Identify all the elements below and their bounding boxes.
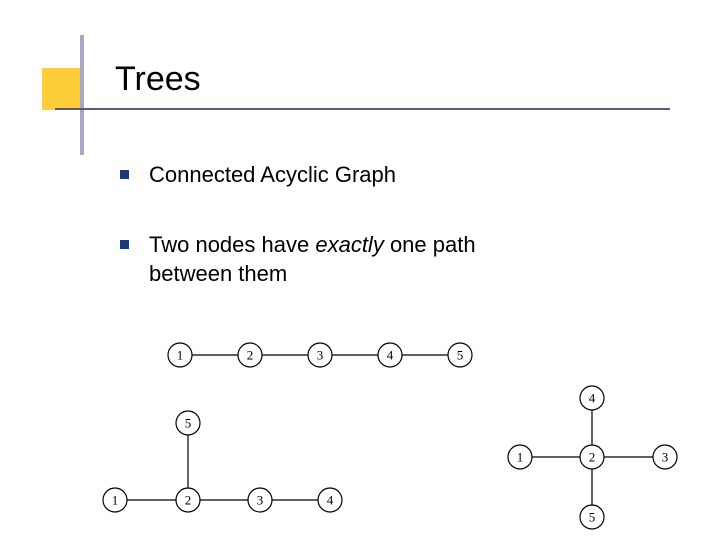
diagram-linear-path: 1 2 3 4 5	[160, 335, 480, 375]
svg-text:3: 3	[317, 348, 324, 363]
svg-text:3: 3	[257, 493, 264, 508]
svg-text:4: 4	[589, 391, 596, 406]
svg-text:4: 4	[387, 348, 394, 363]
diagram-star-left: 5 1 2 3 4	[80, 405, 360, 525]
accent-vertical-line	[80, 35, 84, 155]
bullet-list: Connected Acyclic Graph Two nodes have e…	[120, 160, 489, 329]
svg-text:1: 1	[112, 493, 119, 508]
svg-text:4: 4	[327, 493, 334, 508]
diagram-cross-right: 4 1 2 3 5	[495, 380, 690, 535]
svg-text:2: 2	[589, 450, 596, 465]
page-title: Trees	[115, 60, 201, 99]
bullet-text: Two nodes have exactly one path between …	[149, 230, 489, 289]
title-underline	[55, 108, 670, 110]
bullet-marker-icon	[120, 240, 129, 249]
svg-text:5: 5	[457, 348, 464, 363]
bullet-text: Connected Acyclic Graph	[149, 160, 396, 190]
bullet-item: Connected Acyclic Graph	[120, 160, 489, 190]
accent-yellow-block	[42, 68, 84, 110]
bullet-marker-icon	[120, 170, 129, 179]
svg-text:5: 5	[185, 416, 192, 431]
svg-text:5: 5	[589, 510, 596, 525]
bullet-item: Two nodes have exactly one path between …	[120, 230, 489, 289]
svg-text:1: 1	[177, 348, 184, 363]
svg-text:2: 2	[185, 493, 192, 508]
svg-text:2: 2	[247, 348, 254, 363]
svg-text:1: 1	[517, 450, 524, 465]
svg-text:3: 3	[662, 450, 669, 465]
